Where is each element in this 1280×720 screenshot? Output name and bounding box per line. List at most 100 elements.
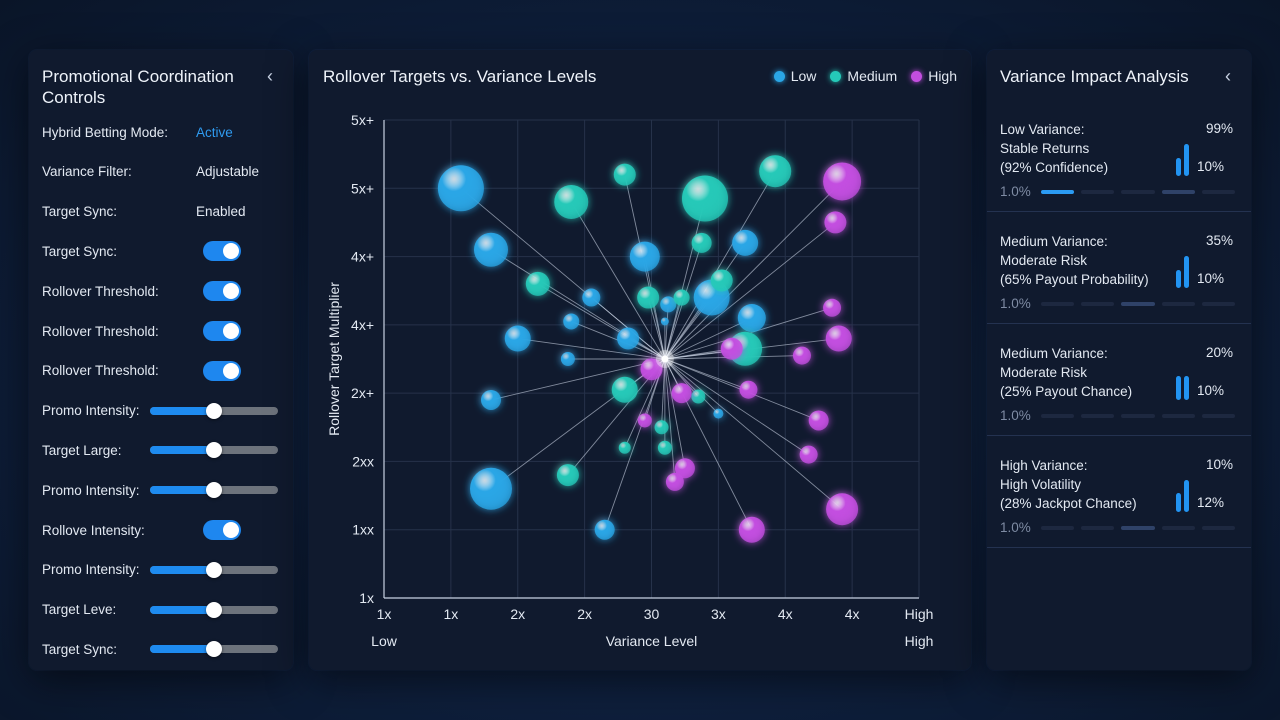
connector-line (664, 198, 706, 360)
slider[interactable] (150, 402, 278, 419)
slider-knob[interactable] (206, 641, 222, 658)
connector-line (664, 317, 753, 360)
legend-label-high: High (928, 68, 957, 84)
control-row: Promo Intensity: (42, 399, 282, 423)
control-value[interactable]: Active (196, 124, 233, 140)
segment (1161, 414, 1195, 418)
impact-small-value: 10% (1197, 159, 1225, 174)
series-low (437, 165, 766, 540)
data-point-high (823, 162, 862, 201)
connector-line (664, 358, 843, 510)
toggle-switch[interactable] (203, 321, 241, 341)
slider-knob[interactable] (206, 561, 222, 578)
y-tick-label: 2xx (352, 453, 374, 469)
data-point-high (808, 410, 829, 431)
control-label: Promo Intensity: (42, 482, 140, 498)
control-value[interactable]: Enabled (196, 204, 246, 220)
hub-point (661, 355, 669, 363)
legend-item-high[interactable]: High (911, 68, 957, 84)
mini-bar-icon (1176, 144, 1192, 176)
connector-line (490, 358, 666, 490)
slider[interactable] (150, 442, 278, 459)
toggle-switch[interactable] (203, 241, 241, 262)
slider-knob[interactable] (206, 482, 222, 499)
slider[interactable] (150, 482, 278, 499)
control-row: Promo Intensity: (42, 558, 282, 582)
data-point-low (504, 325, 531, 352)
segment-track (1041, 190, 1236, 194)
data-point-low (582, 288, 601, 307)
impact-heading: High Variance: (1000, 458, 1088, 473)
data-point-low (437, 165, 484, 212)
toggle-switch[interactable] (203, 360, 241, 381)
segment (1041, 190, 1075, 194)
control-value[interactable]: Adjustable (196, 164, 260, 180)
data-point-low (737, 304, 766, 333)
control-label: Rollover Threshold: (42, 363, 159, 379)
x-tick-label: 2x (510, 606, 525, 622)
data-point-low (660, 296, 677, 313)
legend-dot-medium (830, 70, 842, 82)
mini-bar (1184, 376, 1189, 400)
slider-knob[interactable] (206, 442, 222, 459)
chart-panel: Rollover Targets vs. Variance Levels Low… (309, 50, 971, 670)
control-label: Variance Filter: (42, 164, 132, 180)
control-label: Promo Intensity: (42, 562, 140, 578)
data-point-low (481, 389, 501, 410)
data-point-high (665, 472, 684, 491)
connector-line (570, 201, 666, 360)
y-axis-title: Rollover Target Multiplier (326, 282, 342, 436)
slider[interactable] (150, 601, 278, 618)
control-row: Variance Filter: Adjustable (42, 160, 282, 184)
mini-bar (1176, 270, 1181, 288)
control-label: Target Large: (42, 442, 122, 458)
chart-legend: Low Medium High (773, 68, 957, 84)
impact-heading: Low Variance: (1000, 122, 1085, 137)
slider-knob[interactable] (206, 601, 222, 618)
mini-bar-icon (1176, 480, 1192, 512)
y-tick-label: 1x (359, 590, 374, 606)
impact-foot-value: 1.0% (1000, 184, 1031, 199)
data-point-medium (710, 269, 733, 292)
connector-line (664, 181, 843, 360)
collapse-chevron-icon[interactable]: ‹ (267, 66, 273, 86)
mini-bar (1176, 492, 1181, 512)
mini-bar (1184, 144, 1189, 176)
y-tick-label: 4x+ (351, 249, 374, 265)
slider[interactable] (150, 561, 278, 578)
slider-fill (150, 565, 214, 574)
data-point-medium (759, 155, 792, 188)
toggle-switch[interactable] (203, 520, 241, 540)
control-label: Rollove Intensity: (42, 522, 145, 538)
connector-line (664, 358, 719, 414)
impact-percent: 35% (1205, 233, 1233, 248)
data-point-medium (637, 286, 660, 309)
segment (1201, 302, 1236, 306)
segment (1161, 526, 1195, 530)
connector-line (604, 358, 666, 530)
promo-controls-panel: Promotional Coordination Controls ‹ Hybr… (29, 50, 293, 670)
toggle-switch[interactable] (203, 281, 241, 302)
collapse-chevron-icon[interactable]: ‹ (1225, 66, 1231, 86)
slider-knob[interactable] (206, 402, 222, 419)
segment (1081, 302, 1115, 306)
impact-percent: 99% (1205, 121, 1233, 136)
segment-track (1041, 526, 1236, 530)
legend-item-low[interactable]: Low (773, 68, 816, 84)
data-point-low (732, 229, 759, 256)
impact-foot-value: 1.0% (1000, 408, 1031, 423)
slider-fill (150, 406, 214, 415)
mini-bar (1176, 158, 1181, 176)
slider[interactable] (150, 641, 278, 658)
control-row: Rollover Threshold: (42, 319, 282, 343)
impact-item: High Variance: High Volatility (28% Jackpo… (987, 436, 1251, 548)
y-tick-label: 5x+ (351, 180, 374, 196)
data-point-high (824, 211, 847, 234)
segment (1041, 414, 1075, 418)
data-point-high (792, 346, 811, 365)
impact-percent: 20% (1205, 345, 1233, 360)
connector-line (664, 358, 686, 469)
mini-bar (1184, 256, 1189, 288)
legend-item-medium[interactable]: Medium (830, 68, 897, 84)
chart-title: Rollover Targets vs. Variance Levels (323, 67, 597, 86)
